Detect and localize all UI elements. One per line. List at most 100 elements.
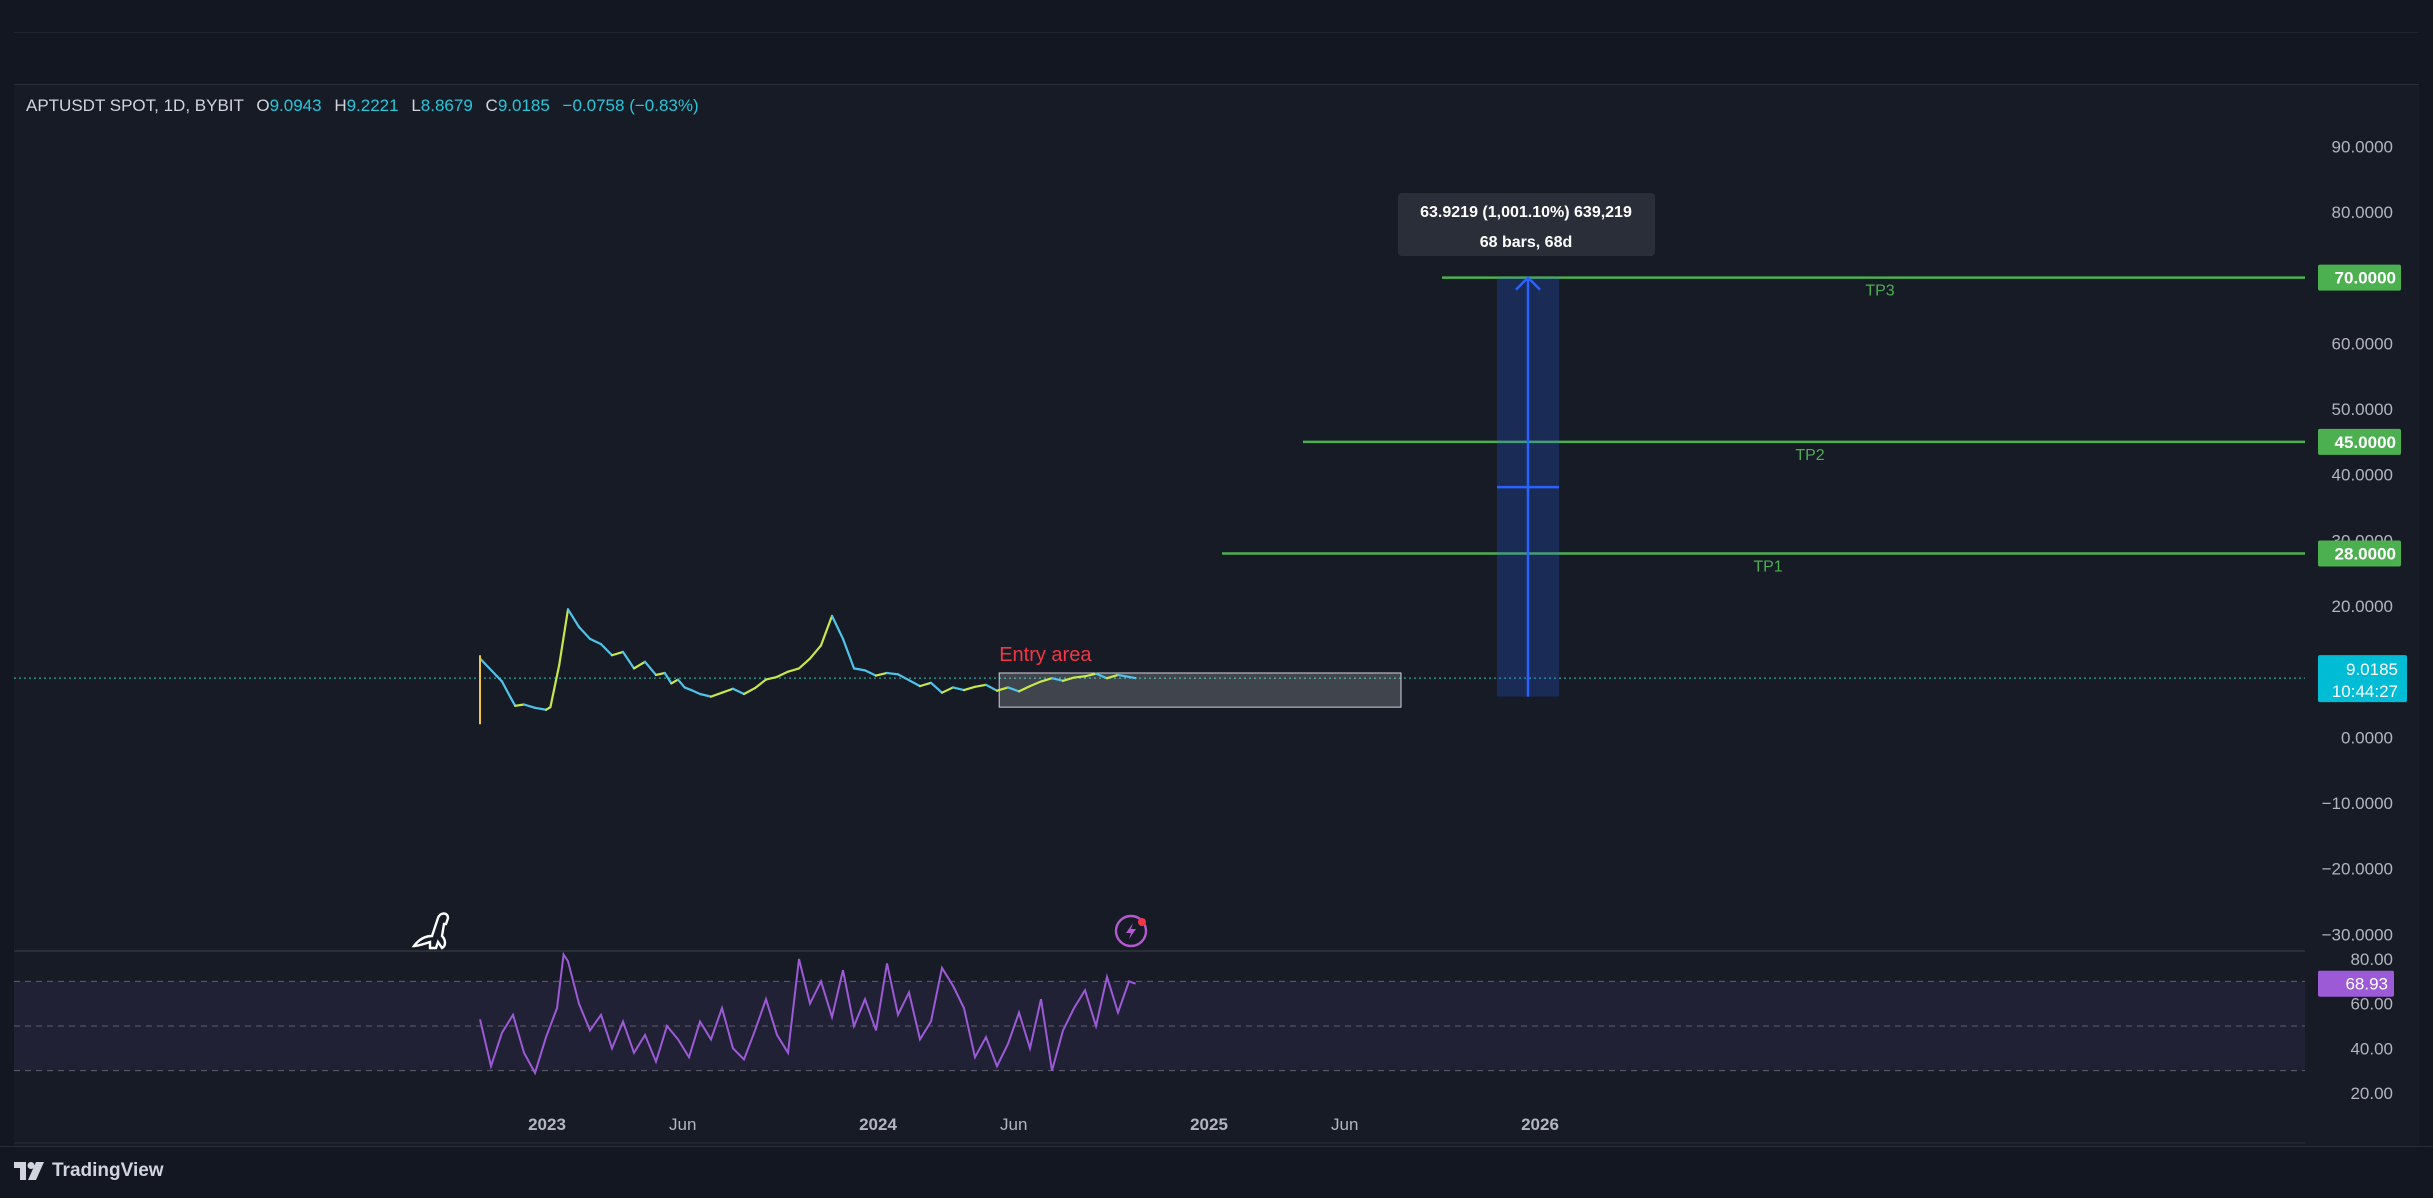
price-segment — [940, 686, 955, 694]
close-value: 9.0185 — [497, 96, 550, 115]
price-tick-label: 80.0000 — [2332, 203, 2393, 222]
price-segment — [753, 678, 768, 690]
price-segment — [690, 688, 702, 696]
event-bolt — [1126, 923, 1136, 939]
rsi-line — [479, 951, 1136, 1076]
current-price-countdown: 10:44:27 — [2332, 682, 2398, 701]
high-value: 9.2221 — [346, 96, 399, 115]
price-segment — [558, 608, 570, 667]
low-value: 8.8679 — [420, 96, 473, 115]
price-segment — [709, 691, 724, 698]
rsi-pane — [14, 951, 2305, 1076]
target-price-tag — [2318, 264, 2401, 291]
price-segment — [621, 650, 636, 670]
price-tick-label: −10.0000 — [2322, 794, 2393, 813]
price-segment — [1039, 677, 1054, 683]
price-segment — [588, 637, 603, 646]
time-tick-label: 2025 — [1190, 1115, 1228, 1134]
lightning-event-icon — [1114, 914, 1148, 948]
time-tick-label: 2026 — [1521, 1115, 1559, 1134]
time-tick-label: 2024 — [859, 1115, 897, 1134]
price-segment — [1017, 685, 1032, 693]
price-segment — [566, 608, 581, 629]
price-segment — [742, 686, 757, 696]
time-tick-label: 2023 — [528, 1115, 566, 1134]
low-label: L — [411, 96, 421, 115]
price-segment — [683, 686, 693, 692]
time-axis[interactable]: 2023 Jun 2024 Jun 2025 Jun 2026 — [528, 1115, 1559, 1134]
dinosaur-icon-path — [411, 912, 450, 950]
price-tick-label: 50.0000 — [2332, 400, 2393, 419]
toolbar-divider — [14, 32, 2419, 33]
price-segment — [984, 683, 999, 692]
price-segment — [731, 687, 746, 696]
price-segment — [1050, 677, 1065, 682]
measure-arrow-head — [1515, 275, 1541, 291]
target-label-tp1: TP1 — [1753, 558, 1782, 575]
price-segment — [663, 671, 673, 685]
price-segment — [830, 614, 845, 640]
target-price-tag-text: 28.0000 — [2335, 544, 2396, 563]
current-price-tag — [2318, 655, 2407, 703]
price-segment — [995, 686, 1010, 692]
price-tick-label: −30.0000 — [2322, 925, 2393, 944]
entry-area-label: Entry area — [999, 644, 1092, 666]
left-edge — [0, 0, 14, 1197]
event-ring — [1114, 914, 1148, 948]
measure-tooltip-line1: 63.9219 (1,001.10%) 639,219 — [1420, 204, 1632, 221]
open-label: O — [256, 96, 270, 115]
rsi-tick-label: 60.00 — [2350, 995, 2393, 1014]
open-value: 9.0943 — [269, 96, 322, 115]
price-axis[interactable]: 90.000080.000060.000050.000040.000030.00… — [2318, 137, 2407, 1103]
rsi-tick-label: 80.00 — [2350, 950, 2393, 969]
symbol-name[interactable]: APTUSDT SPOT, 1D, BYBIT — [26, 96, 244, 115]
time-tick-label: Jun — [1331, 1115, 1358, 1134]
price-segment — [643, 660, 658, 677]
dinosaur-icon — [411, 912, 450, 950]
price-segment — [973, 683, 988, 688]
price-segment — [577, 625, 592, 640]
price-segment — [951, 686, 966, 692]
price-segment — [599, 642, 614, 657]
time-tick-label: Jun — [669, 1115, 696, 1134]
price-segment — [918, 681, 933, 688]
price-segment — [1116, 673, 1131, 679]
price-segment — [509, 696, 517, 707]
price-segment — [1083, 672, 1098, 678]
price-tick-label: 20.0000 — [2332, 597, 2393, 616]
price-segment — [874, 671, 889, 677]
price-segment — [885, 671, 900, 676]
target-label-tp3: TP3 — [1865, 283, 1894, 300]
price-segment — [775, 670, 790, 679]
right-edge — [2419, 0, 2433, 1197]
event-dot — [1138, 918, 1146, 926]
price-segment — [698, 692, 713, 698]
price-segment — [549, 664, 561, 709]
symbol-legend: APTUSDT SPOT, 1D, BYBIT O9.0943 H9.2221 … — [26, 96, 699, 116]
price-segment — [533, 706, 548, 711]
entry-area-box — [998, 672, 1402, 708]
price-segment — [1127, 675, 1137, 680]
price-segment — [786, 667, 801, 673]
main-pane: Entry area TP3 TP2 TP1 63.9219 (1,001.10%) 6… — [14, 193, 2305, 1144]
price-segment — [764, 675, 779, 681]
price-tick-label: 0.0000 — [2341, 728, 2393, 747]
price-tick-label: 60.0000 — [2332, 334, 2393, 353]
price-segment — [962, 685, 977, 692]
top-toolbar — [0, 0, 2433, 85]
price-segment — [1072, 675, 1087, 679]
tradingview-logo[interactable]: TradingView — [14, 1157, 164, 1185]
price-segment — [500, 680, 512, 700]
price-segment — [720, 687, 735, 694]
price-segment — [522, 703, 537, 709]
change-value: −0.0758 (−0.83%) — [562, 96, 699, 115]
price-segment — [841, 637, 856, 670]
bottom-bar — [0, 1146, 2433, 1198]
price-segment — [907, 679, 922, 688]
price-segment — [478, 657, 504, 683]
tradingview-logo-icon — [14, 1162, 44, 1180]
current-price-value: 9.0185 — [2346, 660, 2398, 679]
price-segment — [896, 673, 911, 682]
price-segment — [670, 678, 680, 685]
